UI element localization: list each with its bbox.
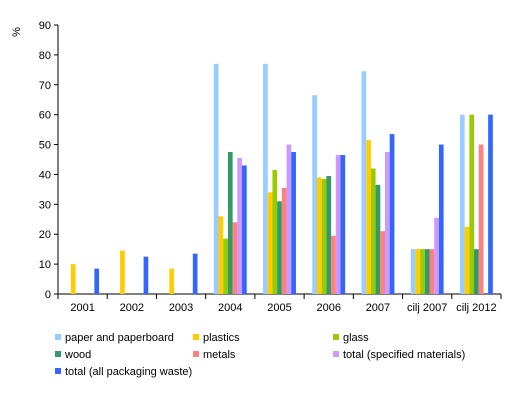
bar (459, 114, 465, 295)
y-tick-label: 0 (45, 289, 51, 301)
bar (469, 114, 475, 295)
bar (272, 169, 278, 294)
bar (488, 114, 493, 295)
x-tick-label: cilj 2012 (456, 302, 496, 314)
bar (218, 216, 224, 294)
bar (366, 140, 371, 294)
legend-swatch (55, 368, 61, 374)
bar (263, 63, 268, 294)
bar (464, 226, 470, 294)
bar (223, 238, 228, 294)
legend-label: plastics (203, 332, 240, 344)
bar (321, 178, 327, 294)
bar (474, 249, 479, 294)
x-tick-label: 2006 (316, 302, 340, 314)
y-tick-label: 40 (39, 169, 51, 181)
bar (415, 249, 421, 294)
legend-swatch (55, 351, 61, 357)
bar (370, 168, 376, 294)
legend-label: glass (343, 332, 369, 344)
bar (424, 249, 430, 294)
y-tick-label: 80 (39, 50, 51, 62)
bar (277, 201, 282, 294)
axes: 0 10 20 30 40 50 60 70 80 90% 2001 2002 2003 2004 2005… (11, 20, 502, 314)
x-tick-label: 2003 (169, 302, 193, 314)
bar (326, 175, 332, 294)
legend-label: total (specified materials) (343, 349, 465, 361)
bar (361, 71, 367, 294)
bar (143, 256, 149, 294)
y-tick-label: 10 (39, 259, 51, 271)
y-tick-label: 90 (39, 20, 51, 32)
legend-swatch (193, 334, 199, 340)
bar (340, 155, 346, 294)
legend-label: total (all packaging waste) (65, 366, 192, 378)
bar (192, 253, 198, 294)
bar (70, 264, 76, 294)
bar (312, 95, 317, 294)
x-tick-label: 2004 (218, 302, 242, 314)
y-tick-label: 70 (39, 80, 51, 92)
x-tick-label: 2002 (120, 302, 144, 314)
bar (335, 155, 341, 294)
bar (94, 268, 100, 294)
bar (420, 249, 425, 294)
x-tick-label: 2001 (70, 302, 94, 314)
bar (389, 134, 395, 294)
bar (120, 250, 125, 294)
legend-label: paper and paperboard (65, 332, 174, 344)
y-tick-label: 60 (39, 110, 51, 122)
bar (410, 249, 416, 294)
y-tick-label: 20 (39, 229, 51, 241)
bar (227, 152, 233, 294)
bar (429, 249, 435, 294)
bar (267, 192, 273, 294)
bar (242, 165, 247, 294)
bar (237, 158, 243, 294)
bar (169, 268, 175, 294)
y-tick-label: 30 (39, 199, 51, 211)
legend-label: metals (203, 349, 236, 361)
bars (70, 63, 493, 295)
bar (478, 144, 484, 294)
bar (375, 184, 381, 294)
y-tick-label: 50 (39, 140, 51, 152)
bar (286, 144, 292, 294)
bar (331, 235, 336, 294)
y-axis-label: % (11, 27, 23, 37)
legend: paper and paperboard plastics glass wood met… (55, 332, 465, 378)
bar (380, 231, 385, 294)
bar (232, 222, 238, 294)
bar (384, 152, 390, 294)
legend-swatch (55, 334, 61, 340)
x-tick-label: cilj 2007 (407, 302, 447, 314)
bar (281, 187, 287, 294)
bar (438, 144, 444, 294)
legend-swatch (333, 351, 339, 357)
bar (291, 152, 296, 294)
bar (434, 217, 439, 294)
legend-swatch (193, 351, 199, 357)
bar (316, 177, 322, 294)
x-tick-label: 2005 (267, 302, 291, 314)
bar (213, 63, 219, 294)
x-tick-label: 2007 (366, 302, 390, 314)
legend-label: wood (64, 349, 91, 361)
legend-swatch (333, 334, 339, 340)
